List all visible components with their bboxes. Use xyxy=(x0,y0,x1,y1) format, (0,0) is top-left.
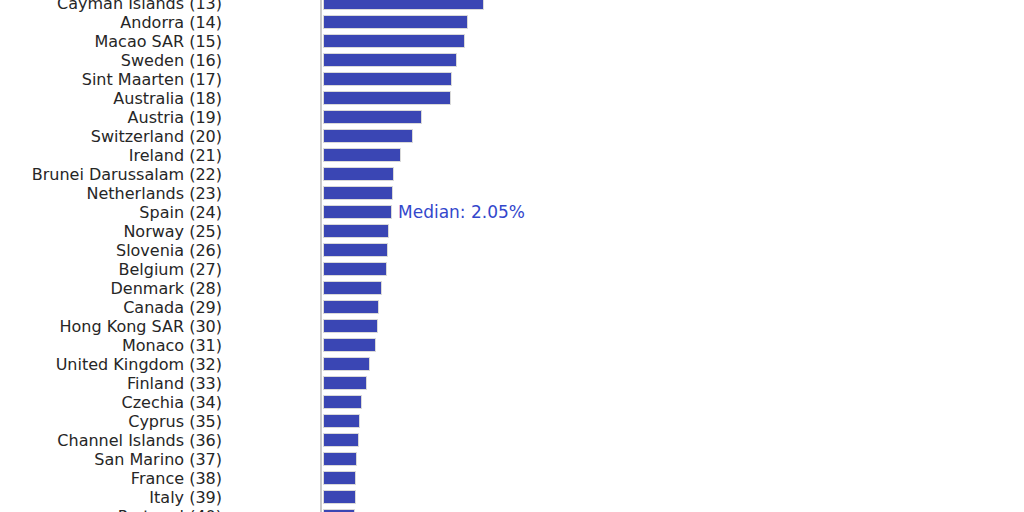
category-label: Belgium (27) xyxy=(0,260,222,279)
category-label: San Marino (37) xyxy=(0,450,222,469)
bar xyxy=(323,319,378,333)
bar xyxy=(323,148,401,162)
category-label: Norway (25) xyxy=(0,222,222,241)
bar xyxy=(323,281,382,295)
y-axis-line xyxy=(320,0,322,512)
bar xyxy=(323,395,362,409)
bar xyxy=(323,300,379,314)
bar xyxy=(323,433,359,447)
category-label: Channel Islands (36) xyxy=(0,431,222,450)
bar xyxy=(323,0,484,10)
bar xyxy=(323,91,451,105)
category-label: Cyprus (35) xyxy=(0,412,222,431)
bar xyxy=(323,471,356,485)
bar xyxy=(323,110,422,124)
category-label: Australia (18) xyxy=(0,89,222,108)
category-label: Netherlands (23) xyxy=(0,184,222,203)
bar xyxy=(323,338,376,352)
category-label: Austria (19) xyxy=(0,108,222,127)
category-label: Italy (39) xyxy=(0,488,222,507)
category-label: Macao SAR (15) xyxy=(0,32,222,51)
bar xyxy=(323,129,413,143)
category-label: Slovenia (26) xyxy=(0,241,222,260)
category-label: Andorra (14) xyxy=(0,13,222,32)
category-label: United Kingdom (32) xyxy=(0,355,222,374)
category-label: Portugal (40) xyxy=(0,507,222,512)
bar xyxy=(323,243,388,257)
category-label: Cayman Islands (13) xyxy=(0,0,222,13)
bar xyxy=(323,167,394,181)
category-label: Monaco (31) xyxy=(0,336,222,355)
category-label: Brunei Darussalam (22) xyxy=(0,165,222,184)
median-annotation: Median: 2.05% xyxy=(398,201,525,223)
category-label: France (38) xyxy=(0,469,222,488)
category-label: Canada (29) xyxy=(0,298,222,317)
bar xyxy=(323,376,367,390)
bar xyxy=(323,186,393,200)
category-label: Finland (33) xyxy=(0,374,222,393)
category-label: Denmark (28) xyxy=(0,279,222,298)
category-label: Czechia (34) xyxy=(0,393,222,412)
ranked-bar-chart: Cayman Islands (13)Andorra (14)Macao SAR… xyxy=(0,0,1024,512)
bar xyxy=(323,224,389,238)
bar xyxy=(323,452,357,466)
category-label: Spain (24) xyxy=(0,203,222,222)
category-label: Hong Kong SAR (30) xyxy=(0,317,222,336)
category-label: Sweden (16) xyxy=(0,51,222,70)
bar xyxy=(323,414,360,428)
bar xyxy=(323,357,370,371)
category-label: Switzerland (20) xyxy=(0,127,222,146)
bar xyxy=(323,53,457,67)
bar xyxy=(323,262,387,276)
bar xyxy=(323,34,465,48)
bar xyxy=(323,15,468,29)
bar xyxy=(323,490,356,504)
bar xyxy=(323,72,452,86)
bar xyxy=(323,205,392,219)
category-label: Sint Maarten (17) xyxy=(0,70,222,89)
category-label: Ireland (21) xyxy=(0,146,222,165)
